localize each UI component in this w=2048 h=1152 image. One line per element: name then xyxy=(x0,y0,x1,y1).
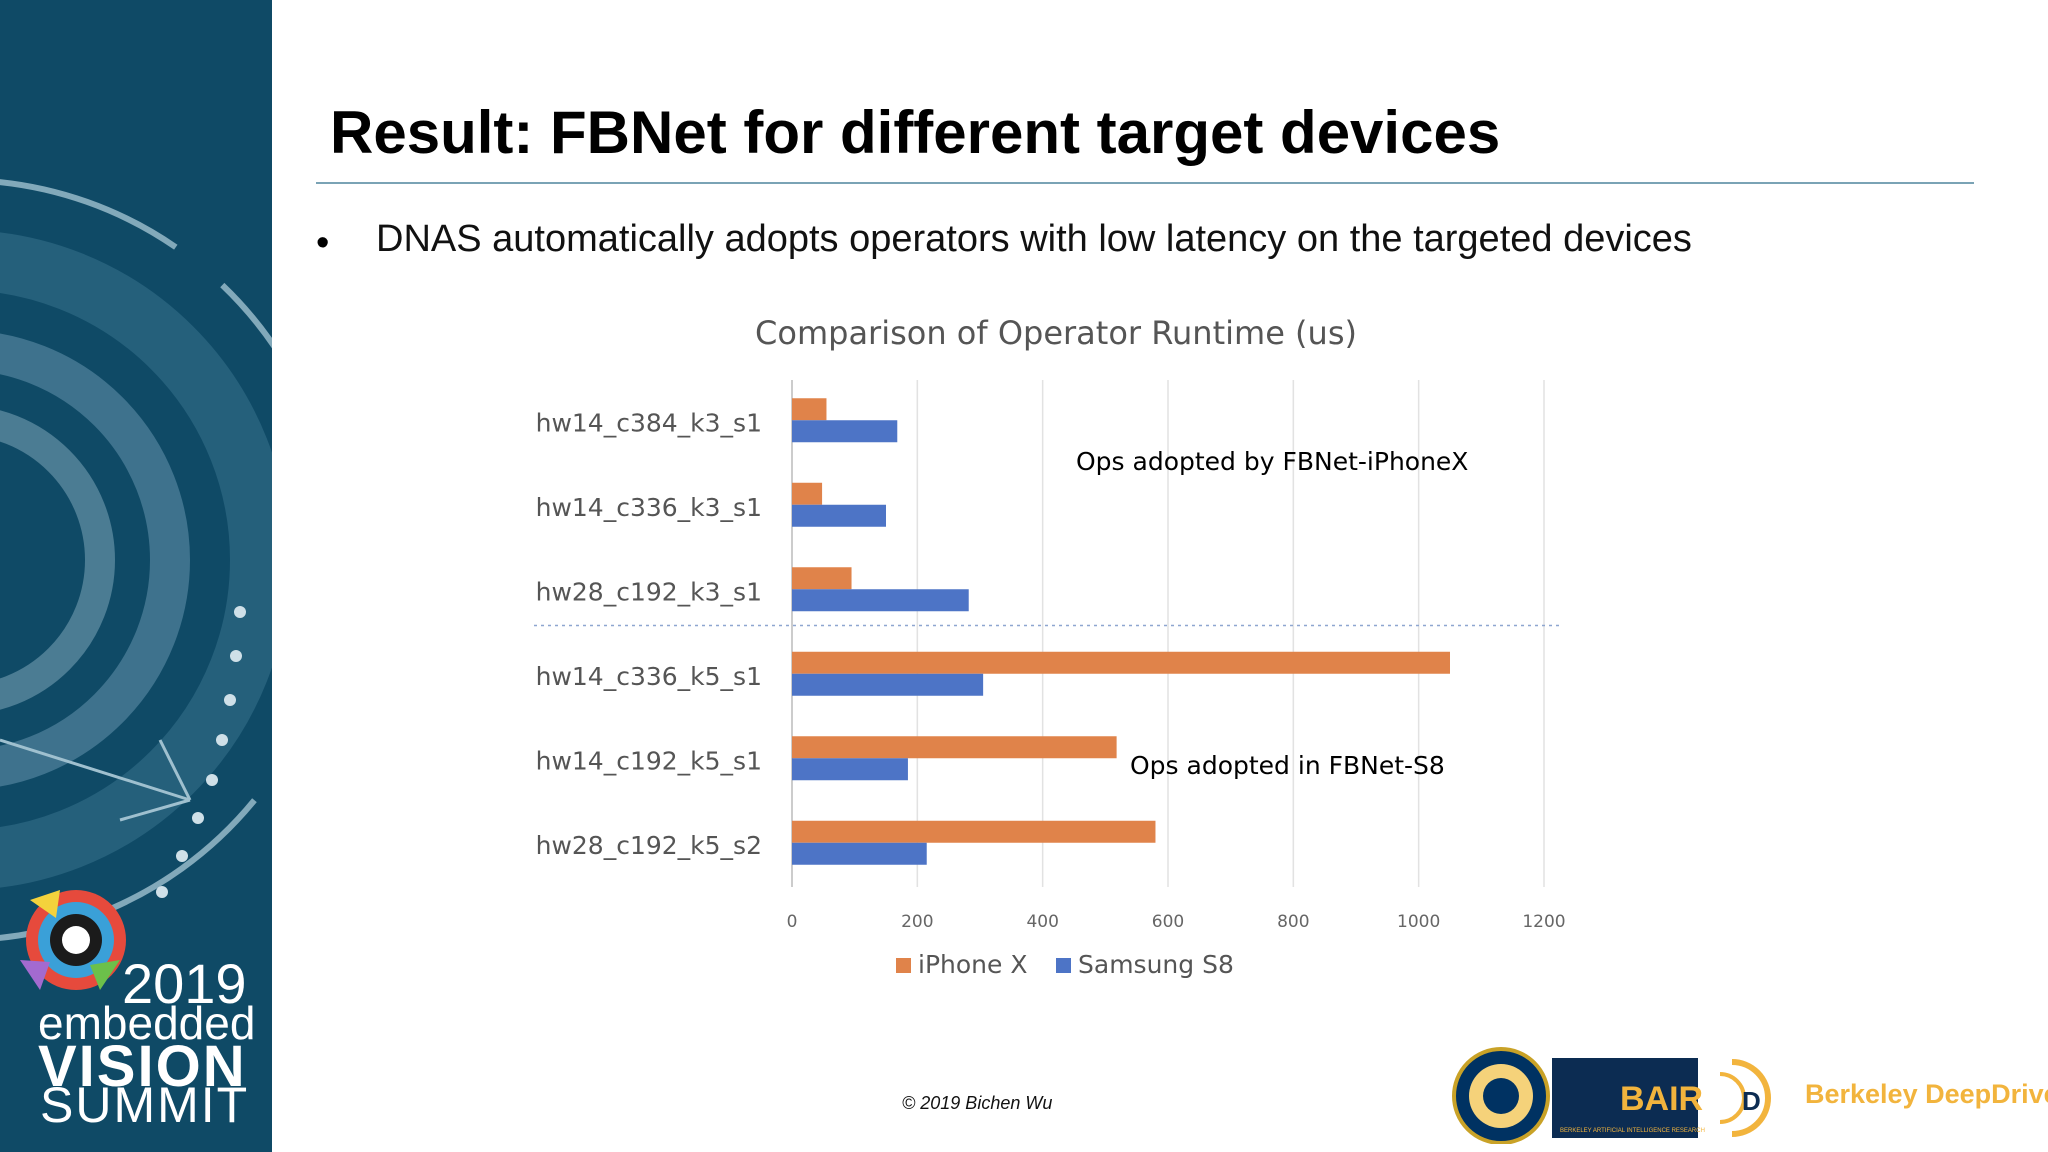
bar-iphone xyxy=(792,736,1117,759)
bar-samsung xyxy=(792,504,886,527)
summit-vision: VISION xyxy=(38,1034,247,1099)
deepdrive-logo-icon: D xyxy=(1719,1059,1771,1137)
x-tick-label: 1200 xyxy=(1522,912,1565,932)
sidebar-branding: 2019 embedded VISION SUMMIT xyxy=(0,0,272,1152)
bullet-text: DNAS automatically adopts operators with… xyxy=(376,218,1692,260)
x-tick-label: 800 xyxy=(1277,912,1309,932)
x-axis-ticks: 0 200 400 600 800 1000 1200 xyxy=(787,912,1566,932)
bar-iphone xyxy=(792,482,823,505)
category-label: hw14_c384_k3_s1 xyxy=(536,408,762,437)
bair-logo-icon xyxy=(1552,1058,1698,1138)
deepdrive-logo-text: Berkeley DeepDrive xyxy=(1805,1079,2048,1109)
category-label: hw14_c336_k3_s1 xyxy=(536,493,762,522)
summit-logo-icon xyxy=(20,890,126,990)
chart-grid xyxy=(791,380,1545,887)
category-label: hw14_c336_k5_s1 xyxy=(536,662,762,691)
x-tick-label: 400 xyxy=(1026,912,1058,932)
chart-legend: iPhone X Samsung S8 xyxy=(896,950,1234,979)
title-divider xyxy=(316,182,1974,184)
bar-samsung xyxy=(792,589,969,612)
legend-swatch xyxy=(1056,958,1071,973)
legend-label: iPhone X xyxy=(918,950,1027,979)
x-tick-label: 200 xyxy=(901,912,933,932)
footer-logos: BAIR BERKELEY ARTIFICIAL INTELLIGENCE RE… xyxy=(1452,1047,1771,1144)
summit-embedded: embedded xyxy=(38,997,256,1049)
annotation-iphone: Ops adopted by FBNet-iPhoneX xyxy=(1076,447,1468,476)
annotation-s8: Ops adopted in FBNet-S8 xyxy=(1130,751,1445,780)
category-label: hw28_c192_k3_s1 xyxy=(536,577,762,606)
legend-swatch xyxy=(896,958,911,973)
chart-bars xyxy=(792,398,1450,865)
category-label: hw28_c192_k5_s2 xyxy=(536,831,762,860)
bar-iphone xyxy=(792,398,827,421)
bar-samsung xyxy=(792,758,908,781)
copyright-text: © 2019 Bichen Wu xyxy=(902,1093,1053,1113)
svg-text:D: D xyxy=(1742,1086,1761,1116)
chart-title: Comparison of Operator Runtime (us) xyxy=(755,314,1357,352)
x-tick-label: 0 xyxy=(787,912,798,932)
bair-subtitle: BERKELEY ARTIFICIAL INTELLIGENCE RESEARC… xyxy=(1560,1128,1705,1134)
runtime-chart: Comparison of Operator Runtime (us) 0 200… xyxy=(534,314,1566,979)
bar-iphone xyxy=(792,820,1156,843)
bar-samsung xyxy=(792,673,984,696)
sidebar-decoration xyxy=(0,0,272,1152)
x-tick-label: 600 xyxy=(1152,912,1184,932)
uc-seal-icon xyxy=(1452,1047,1550,1144)
bair-logo-text: BAIR xyxy=(1620,1080,1703,1118)
bar-samsung xyxy=(792,420,898,443)
bullet-icon: • xyxy=(316,222,330,264)
bar-iphone xyxy=(792,651,1450,674)
category-label: hw14_c192_k5_s1 xyxy=(536,746,762,775)
summit-year: 2019 xyxy=(122,952,247,1015)
legend-label: Samsung S8 xyxy=(1078,950,1234,979)
summit-summit: SUMMIT xyxy=(40,1077,250,1133)
bar-samsung xyxy=(792,842,927,865)
x-tick-label: 1000 xyxy=(1397,912,1440,932)
slide-title: Result: FBNet for different target devic… xyxy=(330,99,1501,166)
y-axis-categories: hw14_c384_k3_s1 hw14_c336_k3_s1 hw28_c192_… xyxy=(536,408,762,860)
bar-iphone xyxy=(792,567,852,590)
